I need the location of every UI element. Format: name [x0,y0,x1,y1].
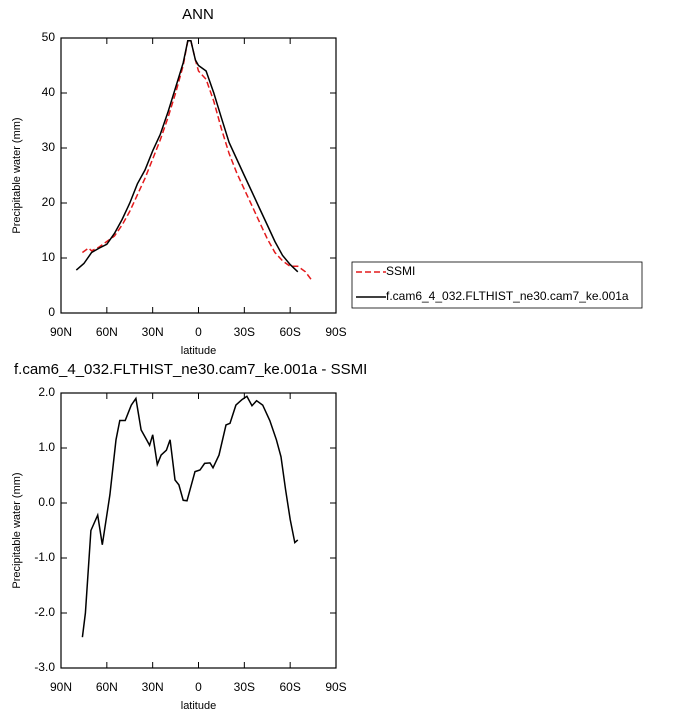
x-axis-title: latitude [181,700,216,712]
x-tick-label: 60N [96,680,118,694]
y-tick-label: 50 [42,30,56,44]
x-tick-label: 90N [50,680,72,694]
x-tick-label: 90N [50,325,72,339]
x-tick-label: 90S [325,680,346,694]
y-tick-label: -1.0 [34,550,55,564]
x-tick-label: 30N [142,325,164,339]
legend-label: SSMI [386,264,415,278]
y-tick-label: 30 [42,140,56,154]
y-tick-label: -3.0 [34,660,55,674]
y-axis-title: Precipitable water (mm) [11,117,23,233]
data-line [81,40,313,281]
y-tick-label: 20 [42,195,56,209]
y-tick-label: 10 [42,250,56,264]
y-tick-label: 0.0 [38,495,55,509]
x-tick-label: 0 [195,680,202,694]
y-tick-label: 0 [48,305,55,319]
x-tick-label: 60N [96,325,118,339]
data-line [81,395,299,638]
y-tick-label: -2.0 [34,605,55,619]
chart-title: ANN [182,6,214,23]
y-axis-title: Precipitable water (mm) [11,472,23,588]
legend-label: f.cam6_4_032.FLTHIST_ne30.cam7_ke.001a [386,289,629,303]
x-tick-label: 30S [234,680,255,694]
x-tick-label: 60S [279,325,300,339]
plot-frame [60,392,337,669]
chart-title: f.cam6_4_032.FLTHIST_ne30.cam7_ke.001a -… [14,361,367,378]
plot-frame [60,37,337,314]
y-tick-label: 40 [42,85,56,99]
y-tick-label: 1.0 [38,440,55,454]
x-tick-label: 30N [142,680,164,694]
x-tick-label: 60S [279,680,300,694]
x-tick-label: 0 [195,325,202,339]
y-tick-label: 2.0 [38,385,55,399]
legend-box [351,261,643,309]
x-axis-title: latitude [181,345,216,357]
x-tick-label: 30S [234,325,255,339]
data-line [75,40,299,273]
x-tick-label: 90S [325,325,346,339]
